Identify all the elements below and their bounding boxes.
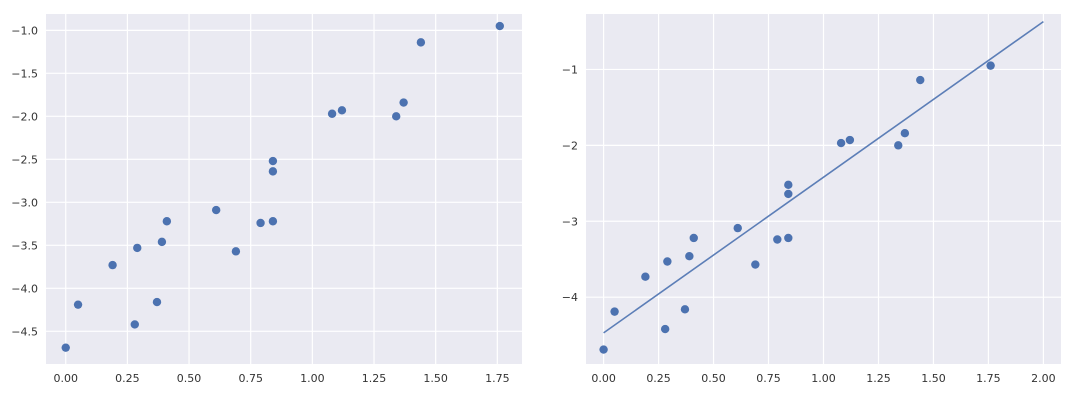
- data-point-left: [416, 38, 426, 47]
- axis-ticks-right: 0.00 0.25 0.50 0.75 1.00 1.25 1.50 1.75 2.00 −1 −2…: [562, 63, 1056, 385]
- data-point-left: [268, 167, 278, 176]
- data-point-right: [845, 135, 855, 145]
- data-point-left: [73, 300, 83, 309]
- data-point-right: [610, 307, 619, 316]
- data-point-right: [599, 345, 608, 354]
- data-point-right: [663, 257, 672, 266]
- data-point-right: [660, 324, 670, 334]
- data-point-left: [157, 237, 167, 247]
- data-point-left: [61, 343, 70, 352]
- grid-right: [586, 14, 1061, 364]
- data-point-right: [836, 138, 846, 148]
- y-tick-label-left: −3.5: [11, 239, 38, 252]
- data-point-left: [495, 21, 505, 31]
- data-point-right: [680, 305, 690, 314]
- data-point-right: [784, 180, 793, 190]
- data-point-left: [327, 109, 337, 118]
- data-point-right: [751, 260, 760, 269]
- y-tick-label-right: −1: [562, 63, 578, 76]
- data-point-left: [337, 106, 347, 115]
- x-tick-label-right: 1.50: [921, 372, 946, 385]
- data-point-left: [231, 247, 241, 256]
- y-tick-label-right: −2: [562, 139, 578, 152]
- data-point-left: [268, 217, 278, 226]
- x-tick-label-left: 1.50: [423, 372, 448, 385]
- data-point-left: [108, 260, 117, 270]
- data-point-left: [392, 112, 401, 121]
- y-tick-label-left: −2.0: [11, 110, 38, 123]
- data-point-right: [784, 233, 793, 243]
- data-point-right: [641, 272, 650, 281]
- y-tick-label-left: −4.5: [11, 325, 38, 338]
- y-tick-label-left: −2.5: [11, 153, 38, 166]
- x-tick-label-left: 0.50: [177, 372, 202, 385]
- data-point-left: [268, 156, 278, 166]
- data-point-right: [689, 233, 698, 243]
- y-tick-label-left: −3.0: [11, 196, 38, 209]
- scatter-plot-left: 0.00 0.25 0.50 0.75 1.00 1.25 1.50 1.75 −1.0 −1.5…: [11, 14, 522, 385]
- data-point-right: [916, 75, 925, 85]
- data-point-left: [130, 320, 139, 329]
- x-tick-label-right: 0.50: [701, 372, 726, 385]
- x-tick-label-right: 0.00: [591, 372, 616, 385]
- data-point-right: [773, 235, 782, 244]
- data-point-right: [733, 223, 742, 233]
- x-tick-label-left: 1.25: [362, 372, 387, 385]
- data-point-right: [986, 61, 995, 70]
- y-tick-label-left: −4.0: [11, 282, 38, 295]
- y-tick-label-left: −1.0: [11, 24, 38, 37]
- y-tick-label-right: −4: [562, 291, 578, 304]
- regression-line-group: [603, 20, 1044, 334]
- x-tick-label-left: 1.00: [300, 372, 325, 385]
- x-tick-label-left: 0.00: [53, 372, 78, 385]
- x-tick-label-right: 0.75: [756, 372, 781, 385]
- x-tick-label-right: 2.00: [1031, 372, 1056, 385]
- data-point-left: [399, 98, 408, 107]
- y-tick-label-right: −3: [562, 215, 578, 228]
- plot-area-left: [46, 14, 522, 364]
- x-tick-label-right: 1.25: [866, 372, 891, 385]
- y-tick-label-left: −1.5: [11, 67, 38, 80]
- data-point-left: [152, 297, 162, 307]
- points-left: [61, 21, 505, 352]
- x-tick-label-left: 1.75: [485, 372, 510, 385]
- data-point-left: [211, 205, 221, 215]
- x-tick-label-right: 1.75: [976, 372, 1001, 385]
- data-point-right: [685, 251, 694, 261]
- axis-ticks-left: 0.00 0.25 0.50 0.75 1.00 1.25 1.50 1.75 −1.0 −1.5…: [11, 24, 509, 385]
- data-point-left: [256, 218, 265, 228]
- points-right: [599, 61, 995, 354]
- data-point-left: [133, 243, 142, 253]
- x-tick-label-right: 0.25: [646, 372, 671, 385]
- data-point-left: [162, 217, 172, 226]
- data-point-right: [900, 128, 910, 138]
- data-point-right: [784, 189, 793, 199]
- x-tick-label-right: 1.00: [811, 372, 836, 385]
- data-point-right: [894, 141, 903, 150]
- x-tick-label-left: 0.25: [115, 372, 140, 385]
- regression-line: [603, 20, 1044, 334]
- grid-left: [46, 14, 522, 364]
- x-tick-label-left: 0.75: [238, 372, 263, 385]
- scatter-plot-right: 0.00 0.25 0.50 0.75 1.00 1.25 1.50 1.75 2.00 −1 −2…: [562, 14, 1061, 385]
